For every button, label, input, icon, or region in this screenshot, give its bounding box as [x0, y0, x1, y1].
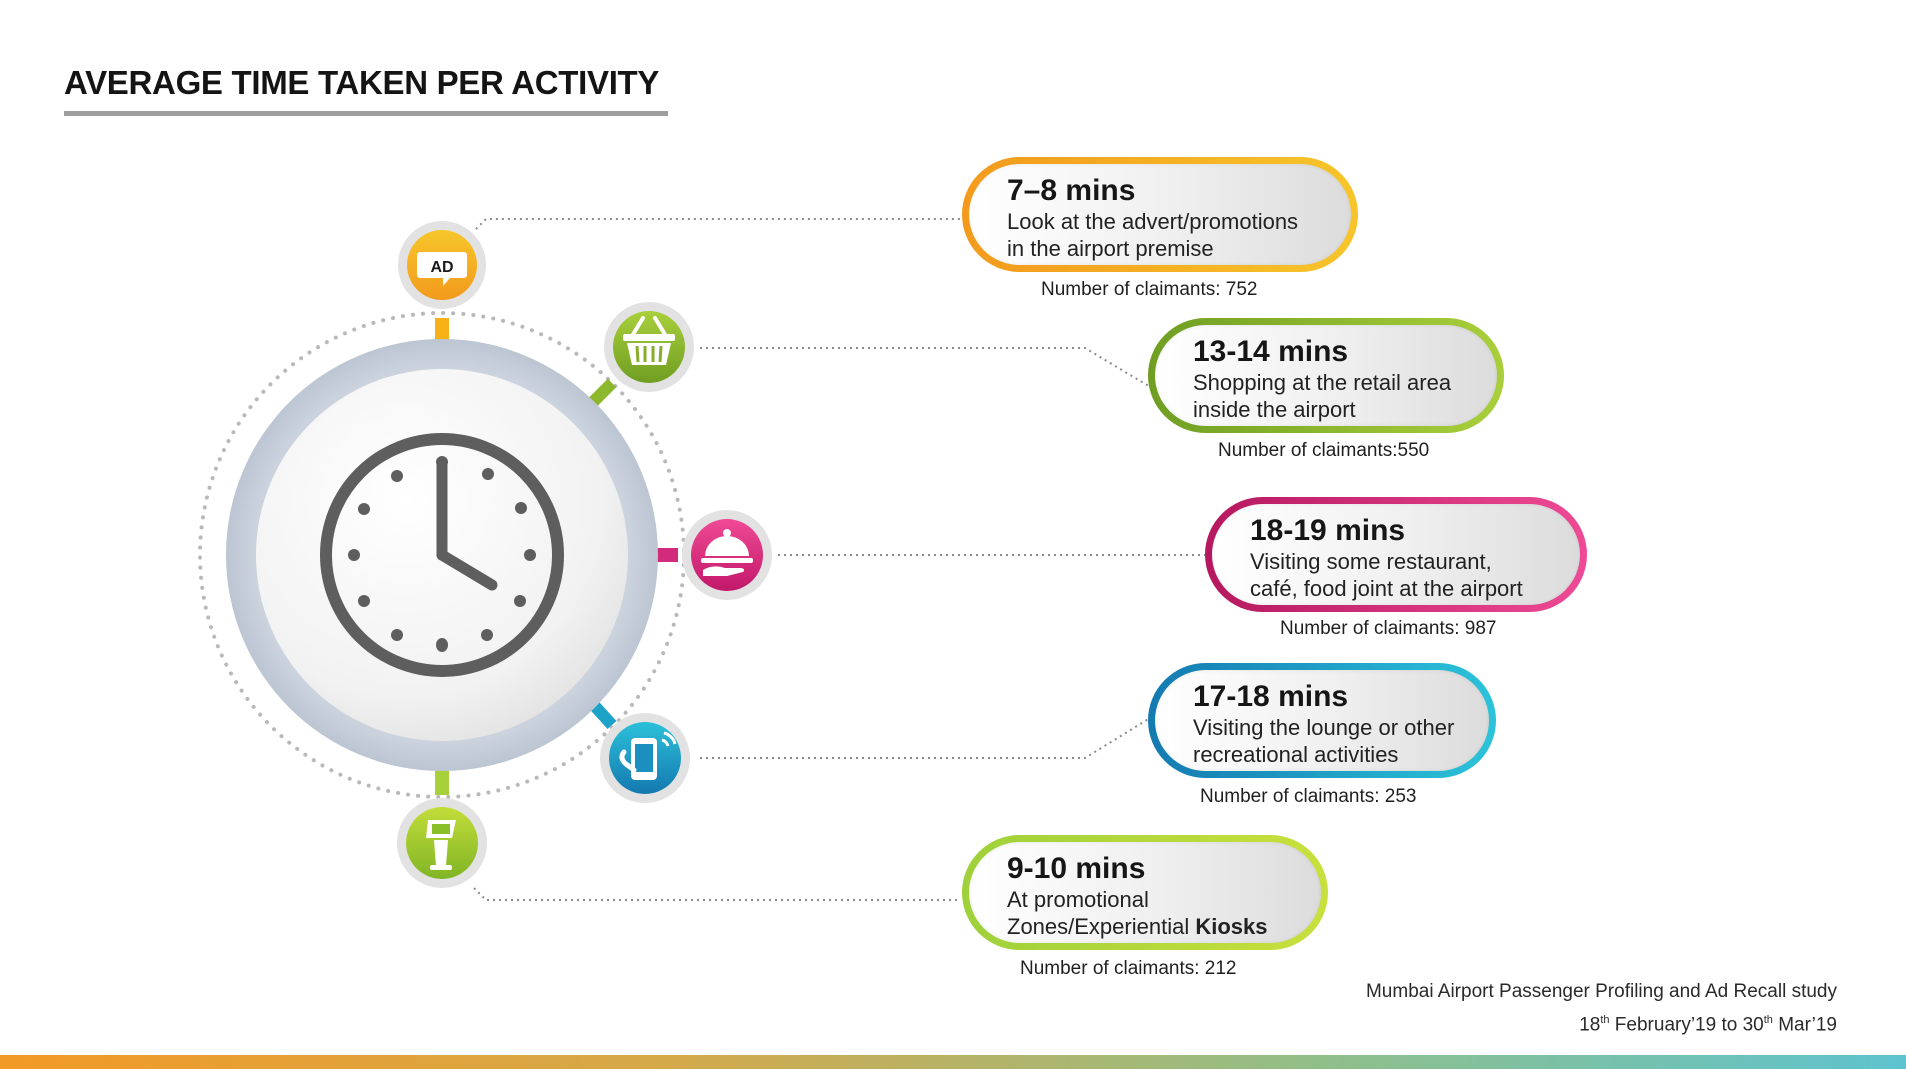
activity-desc-line2: Zones/Experiential Kiosks [1007, 914, 1268, 939]
activity-time: 17-18 mins [1193, 680, 1349, 713]
claimants-shopping: Number of claimants:550 [1218, 440, 1430, 461]
clock-icon [320, 433, 564, 677]
activity-time: 9-10 mins [1007, 852, 1146, 885]
title-underline [64, 111, 668, 116]
activity-card-kiosks: 9-10 mins At promotional Zones/Experient… [962, 835, 1328, 950]
activity-card-shopping: 13-14 mins Shopping at the retail area i… [1148, 318, 1504, 433]
activity-time: 18-19 mins [1250, 514, 1406, 547]
activity-card-lounge: 17-18 mins Visiting the lounge or other … [1148, 663, 1496, 778]
activity-desc-line1: Look at the advert/promotions [1007, 209, 1299, 234]
kiosk-icon [397, 798, 487, 888]
activity-desc-line2: recreational activities [1193, 742, 1399, 767]
activity-desc-line2: inside the airport [1193, 397, 1356, 422]
footer-gradient-bar [0, 1055, 1906, 1069]
source-dates: 18th February’19 to 30th Mar’19 [1579, 1014, 1837, 1036]
activity-desc-line1: Shopping at the retail area [1193, 370, 1452, 395]
activity-desc-line2: in the airport premise [1007, 236, 1214, 261]
claimants-restaurant: Number of claimants: 987 [1280, 618, 1497, 639]
source-title: Mumbai Airport Passenger Profiling and A… [1365, 981, 1837, 1002]
basket-icon [604, 302, 694, 392]
page-title: AVERAGE TIME TAKEN PER ACTIVITY [64, 64, 660, 101]
activity-desc-line2: café, food joint at the airport [1250, 576, 1523, 601]
activity-desc-line1: Visiting some restaurant, [1250, 549, 1492, 574]
claimants-kiosks: Number of claimants: 212 [1020, 958, 1237, 979]
leader-lines [473, 218, 1205, 901]
ad-icon: AD [398, 221, 486, 309]
claimants-ad: Number of claimants: 752 [1041, 279, 1258, 300]
activity-desc-line1: Visiting the lounge or other [1193, 715, 1455, 740]
svg-text:AD: AD [430, 259, 453, 276]
activity-card-restaurant: 18-19 mins Visiting some restaurant, caf… [1205, 497, 1587, 612]
mobile-phone-icon [600, 713, 690, 803]
activity-time: 7–8 mins [1007, 174, 1136, 207]
activity-card-ad: 7–8 mins Look at the advert/promotions i… [962, 157, 1358, 272]
source-note: Mumbai Airport Passenger Profiling and A… [1366, 978, 1837, 1039]
claimants-lounge: Number of claimants: 253 [1200, 786, 1417, 807]
food-cloche-icon [682, 510, 772, 600]
activity-time: 13-14 mins [1193, 335, 1349, 368]
activity-desc-line1: At promotional [1007, 887, 1149, 912]
